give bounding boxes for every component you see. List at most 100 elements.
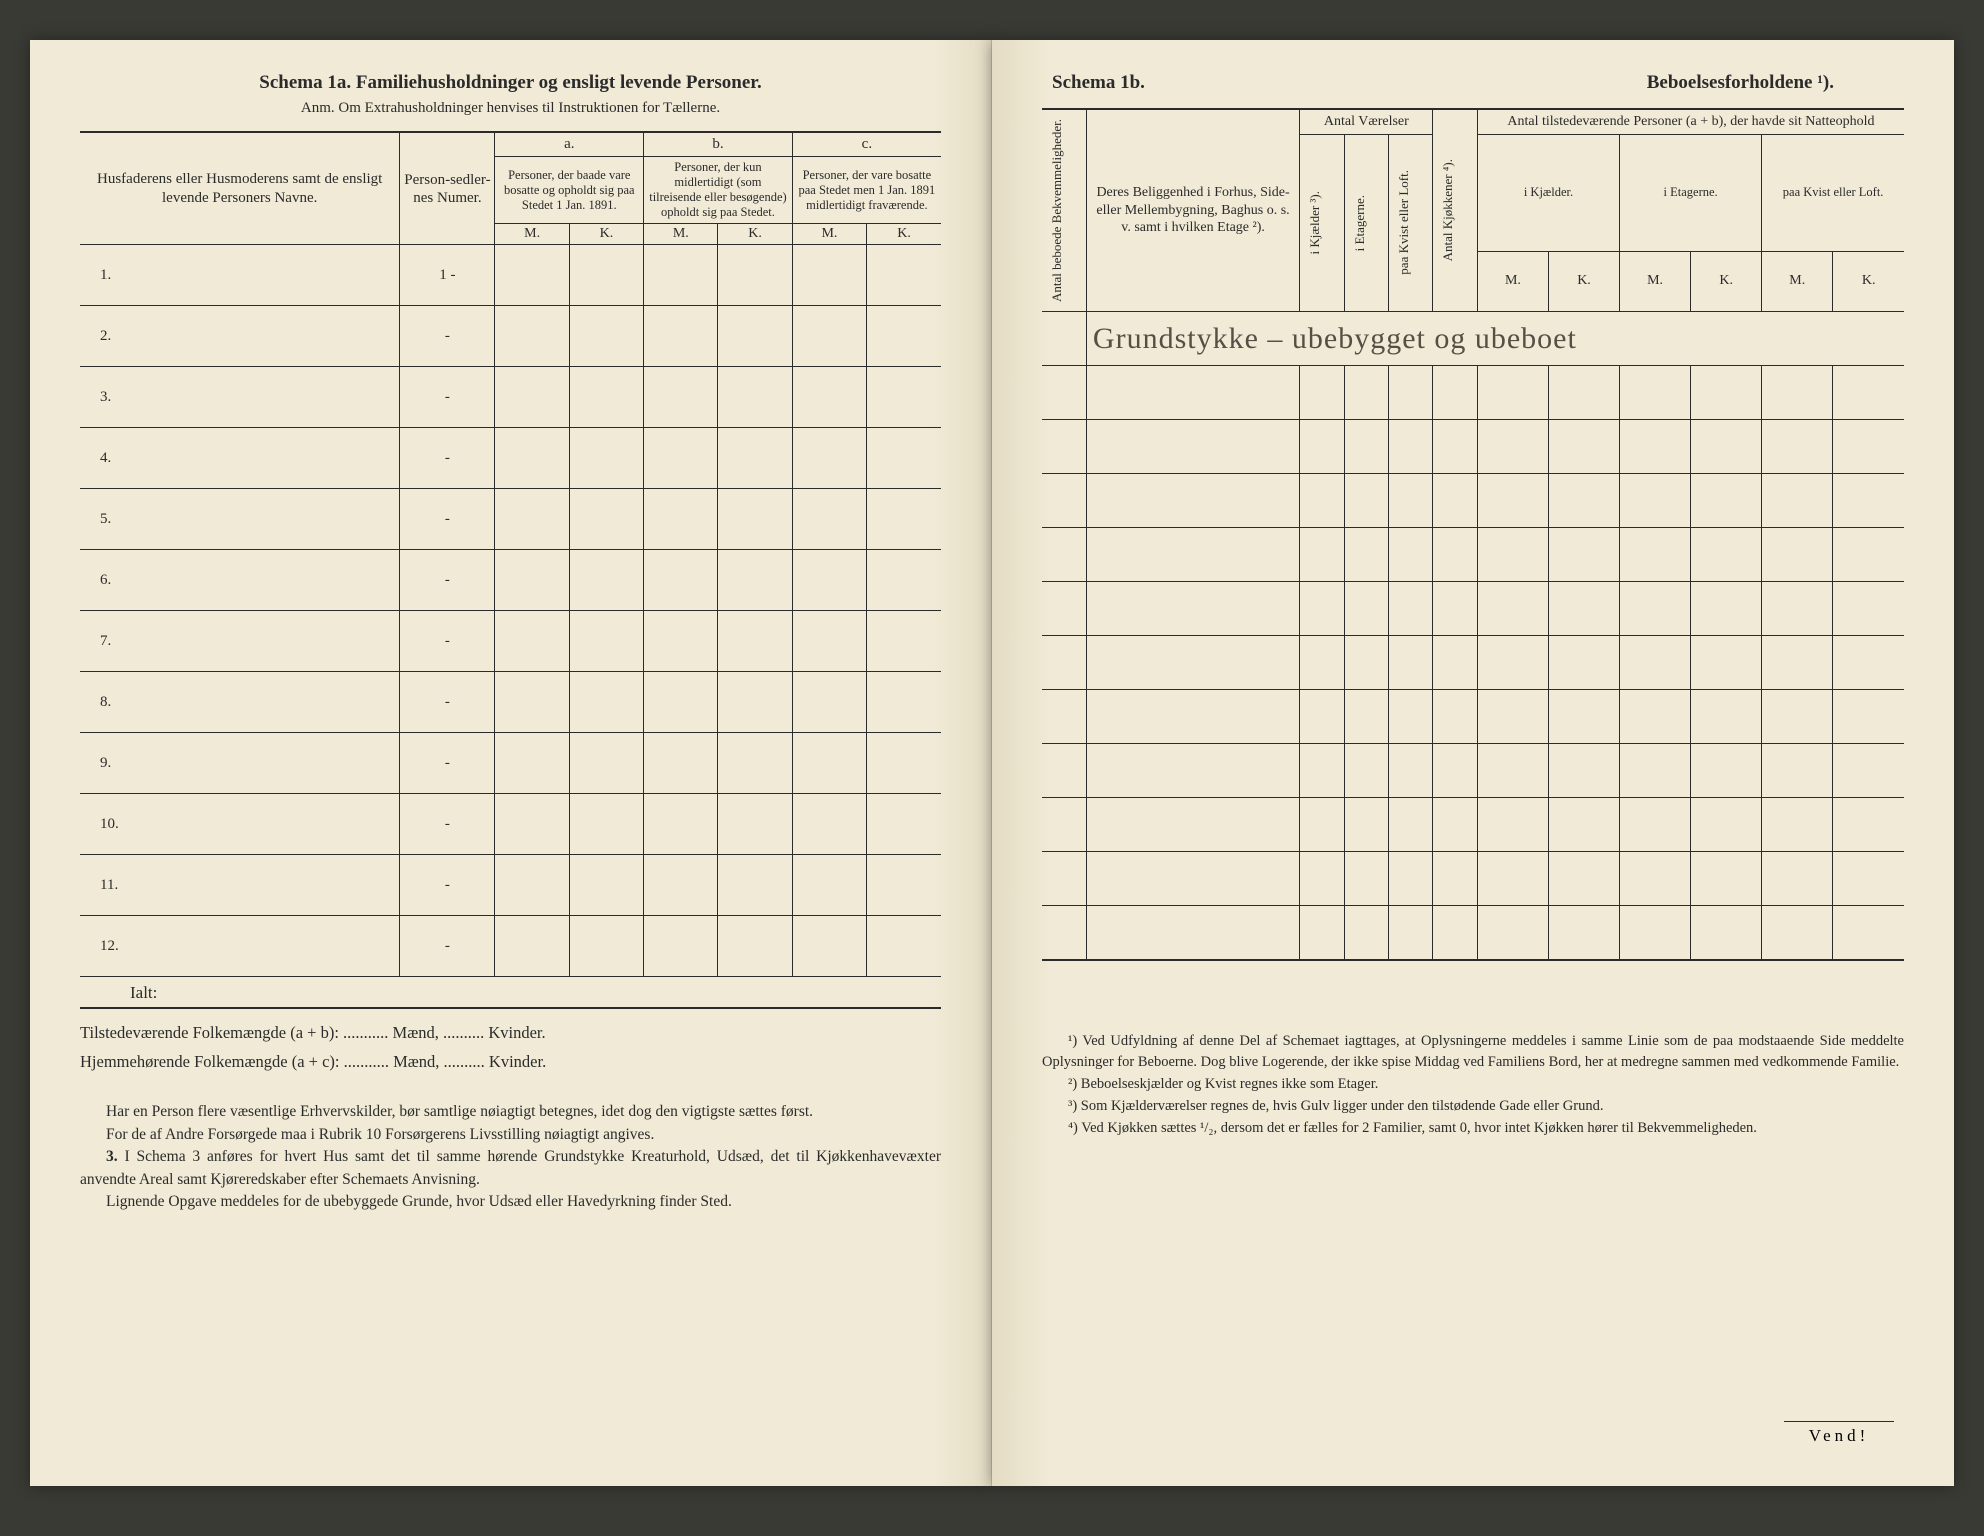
cell (718, 367, 792, 428)
cell (1086, 582, 1299, 636)
cell (1691, 636, 1762, 690)
cell (495, 916, 569, 977)
schema1b-label: Schema 1b. (1052, 72, 1145, 94)
cell (792, 855, 866, 916)
para-1: Har en Person flere væsentlige Erhvervsk… (80, 1101, 941, 1123)
cell (1086, 420, 1299, 474)
cell (1042, 852, 1086, 906)
cell (1433, 744, 1477, 798)
cell (569, 672, 643, 733)
cell (867, 367, 941, 428)
cell (1086, 906, 1299, 960)
cell (1389, 474, 1433, 528)
para-4: Lignende Opgave meddeles for de ubebygge… (80, 1191, 941, 1213)
cell-numer: - (400, 428, 495, 489)
cell (867, 611, 941, 672)
cell (569, 550, 643, 611)
cell (1086, 690, 1299, 744)
cell (1344, 528, 1388, 582)
cell (718, 428, 792, 489)
cell (644, 794, 718, 855)
cell (1548, 582, 1619, 636)
cell (1042, 366, 1086, 420)
hdr-a-k: K. (569, 224, 643, 245)
cell (1477, 690, 1548, 744)
schema1a-subtitle: Anm. Om Extrahusholdninger henvises til … (80, 100, 941, 117)
cell (1762, 420, 1833, 474)
footnote-3: ³) Som Kjælderværelser regnes de, hvis G… (1042, 1096, 1904, 1118)
cell (718, 489, 792, 550)
cell-numer: - (400, 733, 495, 794)
cell (867, 489, 941, 550)
cell (1389, 744, 1433, 798)
cell (1344, 582, 1388, 636)
row-number: 2. (80, 306, 400, 367)
hdr-nkj-m: M. (1477, 251, 1548, 311)
ialt-label: Ialt: (80, 977, 941, 1009)
cell (1344, 690, 1388, 744)
cell (1691, 798, 1762, 852)
cell (1300, 744, 1344, 798)
cell (718, 611, 792, 672)
cell (792, 428, 866, 489)
cell (1086, 852, 1299, 906)
cell (1620, 798, 1691, 852)
schema1a-label: Schema 1a. (259, 72, 351, 93)
row-number: 7. (80, 611, 400, 672)
hdr-v-loft: paa Kvist eller Loft. (1389, 134, 1433, 312)
hdr-atext: Personer, der baade vare bosatte og opho… (495, 157, 644, 224)
cell (1548, 474, 1619, 528)
cell (495, 550, 569, 611)
cell (1477, 852, 1548, 906)
hdr-n-kj: i Kjælder. (1477, 134, 1619, 251)
hdr-c-k: K. (867, 224, 941, 245)
row-number: 10. (80, 794, 400, 855)
cell (792, 611, 866, 672)
cell (1833, 636, 1904, 690)
cell (867, 733, 941, 794)
hdr-btext: Personer, der kun midlertidigt (som tilr… (644, 157, 793, 224)
cell (867, 794, 941, 855)
cell (1389, 366, 1433, 420)
hdr-v-kj: i Kjælder ³). (1300, 134, 1344, 312)
cell (495, 794, 569, 855)
cell (644, 550, 718, 611)
cell (495, 306, 569, 367)
cell (1691, 420, 1762, 474)
cell (1300, 690, 1344, 744)
cell (569, 245, 643, 306)
cell (1620, 744, 1691, 798)
cell (1691, 582, 1762, 636)
cell (1477, 636, 1548, 690)
cell (1762, 474, 1833, 528)
cell (1344, 798, 1388, 852)
footnote-1: ¹) Ved Udfyldning af denne Del af Schema… (1042, 1031, 1904, 1075)
cell (1620, 528, 1691, 582)
cell (1389, 582, 1433, 636)
cell-numer: - (400, 794, 495, 855)
cell (1548, 906, 1619, 960)
cell (1477, 744, 1548, 798)
schema1b-title: Schema 1b. Beboelsesforholdene ¹). (1042, 72, 1904, 94)
cell (1433, 852, 1477, 906)
cell (1042, 312, 1086, 366)
sum-line-2: Hjemmehørende Folkemængde (a + c): .....… (80, 1048, 941, 1075)
cell (1477, 906, 1548, 960)
cell (1477, 420, 1548, 474)
cell (718, 855, 792, 916)
handwritten-entry: Grundstykke – ubebygget og ubeboet (1086, 312, 1904, 366)
cell (495, 428, 569, 489)
cell (718, 733, 792, 794)
cell (718, 550, 792, 611)
cell (1433, 474, 1477, 528)
cell (1620, 852, 1691, 906)
cell (1389, 420, 1433, 474)
cell (495, 367, 569, 428)
cell (792, 672, 866, 733)
cell (1548, 366, 1619, 420)
hdr-net-m: M. (1620, 251, 1691, 311)
cell (1477, 528, 1548, 582)
cell (1344, 744, 1388, 798)
cell (644, 306, 718, 367)
cell (1691, 528, 1762, 582)
